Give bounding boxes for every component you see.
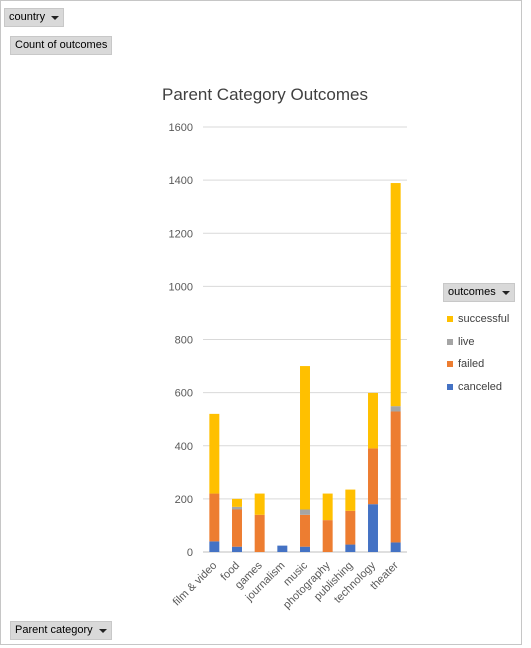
bar-segment-canceled: [391, 542, 401, 552]
bar-segment-live: [391, 406, 401, 411]
bar-segment-canceled: [277, 546, 287, 552]
bar-segment-successful: [345, 490, 355, 511]
legend: outcomes successful live failed canceled: [443, 283, 515, 398]
legend-label-canceled: canceled: [458, 381, 502, 393]
x-tick-label: film & video: [171, 560, 220, 609]
y-tick-label: 1200: [169, 228, 193, 240]
bar-segment-failed: [300, 515, 310, 547]
y-tick-label: 1000: [169, 281, 193, 293]
legend-swatch-canceled: [447, 384, 453, 390]
chart-title: Parent Category Outcomes: [162, 85, 368, 104]
bar-segment-failed: [255, 515, 265, 552]
y-tick-label: 600: [175, 388, 193, 400]
y-tick-label: 400: [175, 441, 193, 453]
legend-label-live: live: [458, 336, 475, 348]
bars: [209, 183, 400, 552]
bar-segment-canceled: [345, 545, 355, 552]
bar-segment-failed: [391, 411, 401, 542]
bar-segment-successful: [368, 393, 378, 449]
legend-swatch-live: [447, 339, 453, 345]
bar-segment-canceled: [300, 547, 310, 552]
bar-segment-successful: [255, 494, 265, 515]
y-tick-label: 1400: [169, 175, 193, 187]
legend-item-canceled: canceled: [443, 376, 515, 399]
x-axis-labels: film & video foodgamesjournalismmusicphot…: [171, 559, 401, 611]
y-tick-label: 0: [187, 547, 193, 559]
bar-segment-successful: [323, 494, 333, 521]
bar-segment-successful: [391, 183, 401, 406]
legend-item-failed: failed: [443, 353, 515, 376]
bar-segment-live: [300, 510, 310, 515]
bar-segment-failed: [232, 510, 242, 547]
parent-category-field-label: Parent category: [15, 624, 93, 637]
dropdown-arrow-icon: [99, 629, 107, 633]
parent-category-field-button[interactable]: Parent category: [10, 621, 112, 640]
y-tick-label: 1600: [169, 122, 193, 134]
bar-segment-canceled: [232, 547, 242, 552]
legend-item-successful: successful: [443, 308, 515, 331]
y-axis-ticks: 0 200 400 600 800 1000 1200 1400 1600: [169, 122, 193, 559]
bar-segment-canceled: [209, 541, 219, 552]
dropdown-arrow-icon: [502, 291, 510, 295]
legend-item-live: live: [443, 331, 515, 354]
outcomes-filter-button[interactable]: outcomes: [443, 283, 515, 302]
bar-segment-failed: [368, 448, 378, 504]
legend-swatch-successful: [447, 316, 453, 322]
legend-label-failed: failed: [458, 358, 484, 370]
y-tick-label: 200: [175, 494, 193, 506]
legend-swatch-failed: [447, 361, 453, 367]
bar-segment-successful: [209, 414, 219, 494]
bar-segment-successful: [300, 366, 310, 509]
bar-segment-canceled: [368, 504, 378, 552]
y-tick-label: 800: [175, 335, 193, 347]
bar-segment-failed: [345, 511, 355, 545]
bar-segment-failed: [323, 520, 333, 552]
legend-label-successful: successful: [458, 313, 509, 325]
legend-title: outcomes: [448, 286, 496, 299]
bar-segment-successful: [232, 499, 242, 507]
bar-segment-live: [232, 507, 242, 510]
bar-segment-failed: [209, 494, 219, 542]
